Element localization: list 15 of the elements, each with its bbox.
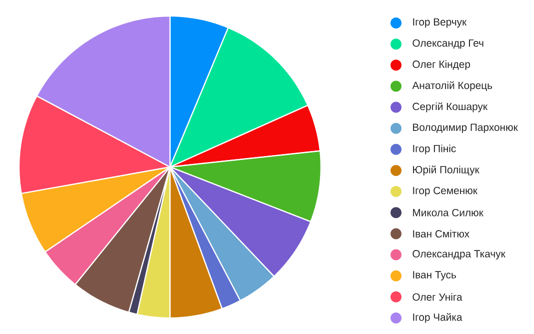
legend-label: Микола Силюк [413, 208, 484, 216]
legend-label: Олександр Геч [412, 39, 484, 49]
legend-label: Юрій Поліщук [413, 166, 480, 176]
legend-label: Ігор Чайка [413, 313, 462, 323]
legend-label: Ігор Семенюк [413, 186, 478, 196]
legend-label: Сергій Кошарук [412, 102, 488, 112]
legend-label: Анатолій Корець [412, 81, 492, 92]
legend-label: Іван Тусь [413, 271, 456, 280]
legend-label: Олександра Ткачук [412, 250, 506, 260]
legend-label: Ігор Верчук [413, 18, 467, 28]
legend-label: Олег Уніга [412, 293, 462, 301]
legend-label: Володимир Пархонюк [413, 124, 518, 134]
legend-label: Ігор Пініс [413, 144, 456, 154]
legend-label: Іван Смітюх [413, 230, 470, 238]
legend-label: Олег Кіндер [412, 60, 470, 70]
